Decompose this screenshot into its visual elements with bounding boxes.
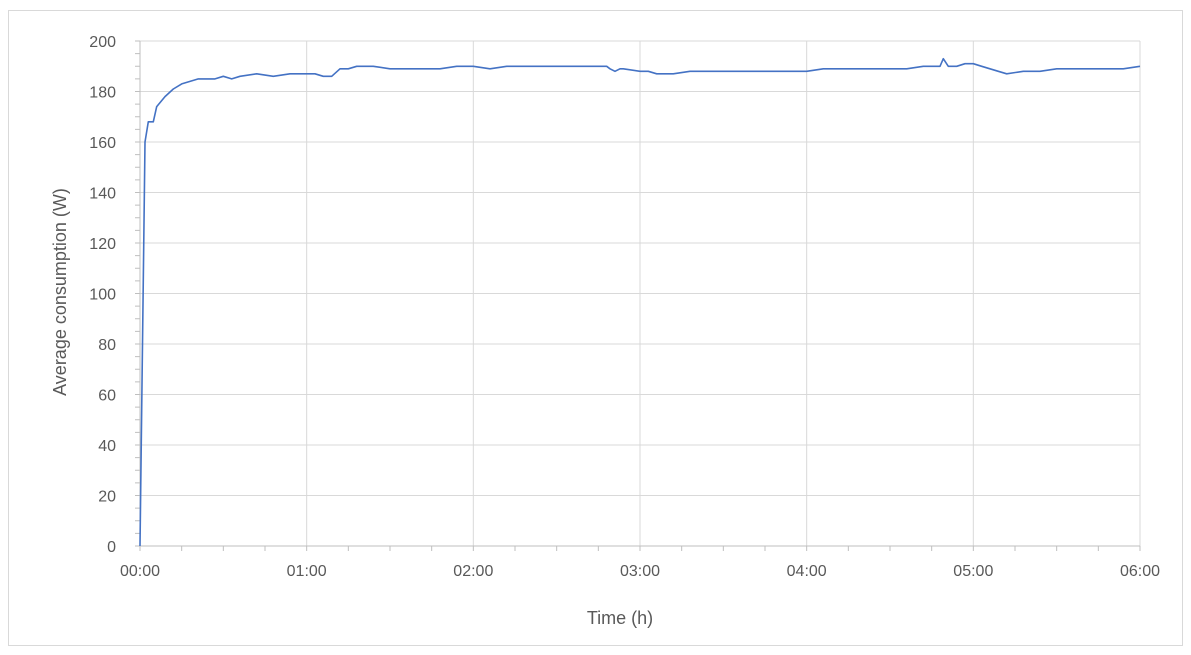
y-tick-label: 40: [98, 438, 116, 455]
x-axis-title: Time (h): [587, 608, 653, 628]
x-tick-label: 01:00: [287, 563, 327, 580]
y-tick-labels: 0 20 40 60 80 100 120 140 160 180 200: [89, 34, 116, 556]
x-tick-label: 03:00: [620, 563, 660, 580]
y-tick-label: 60: [98, 388, 116, 405]
y-tick-label: 80: [98, 337, 116, 354]
x-tick-labels: 00:00 01:00 02:00 03:00 04:00 05:00 06:00: [120, 563, 1160, 580]
y-tick-label: 180: [89, 85, 116, 102]
x-tick-label: 06:00: [1120, 563, 1160, 580]
y-tick-label: 120: [89, 236, 116, 253]
y-tick-label: 160: [89, 135, 116, 152]
y-tick-label: 20: [98, 489, 116, 506]
minor-ticks: [135, 40, 1141, 551]
y-tick-label: 200: [89, 34, 116, 51]
chart-frame: [8, 10, 1183, 646]
x-tick-label: 04:00: [787, 563, 827, 580]
y-tick-label: 140: [89, 186, 116, 203]
series-line: [139, 57, 1141, 547]
series-layer: [139, 57, 1141, 547]
y-axis-title: Average consumption (W): [50, 188, 70, 396]
y-tick-label: 100: [89, 287, 116, 304]
x-tick-label: 00:00: [120, 563, 160, 580]
y-tick-label: 0: [107, 539, 116, 556]
gridlines: [140, 40, 1141, 546]
x-tick-label: 05:00: [953, 563, 993, 580]
x-tick-label: 02:00: [453, 563, 493, 580]
